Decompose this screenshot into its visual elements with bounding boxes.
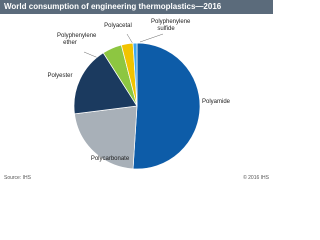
chart-title: World consumption of engineering thermop… [0,0,273,14]
slice-label: Polyamide [201,99,230,105]
chart: World consumption of engineering thermop… [0,0,273,181]
pie-slice [132,42,138,107]
plot [73,33,201,170]
slice-label: Polyester [47,73,73,79]
slice-label: Polyacetal [104,23,132,29]
slice-label: Polyphenylene ether [57,33,97,46]
pie-slice [74,105,138,170]
source: Source: IHS [4,175,31,181]
slice-label: Polycarbonate [90,156,130,162]
slice-label: Polyphenylene sulfide [151,19,191,32]
pie-slice [73,52,138,115]
pie-slice [132,42,201,170]
copyright: © 2016 IHS [243,175,269,181]
